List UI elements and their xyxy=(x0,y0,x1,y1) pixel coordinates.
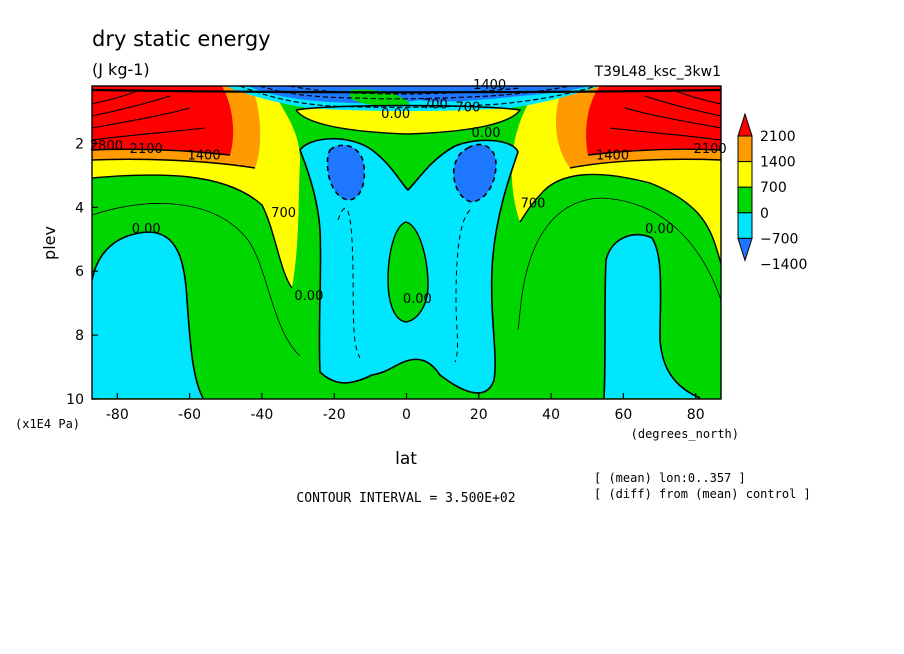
contour-1400-right xyxy=(569,158,721,169)
contour-700-left xyxy=(92,174,293,289)
x-tick-label: 80 xyxy=(687,407,705,423)
contour-top-band xyxy=(92,88,721,94)
contour-neg-dashed-left xyxy=(337,207,361,359)
fill-neg-700-right-pocket xyxy=(453,144,496,202)
y-tick-label: 6 xyxy=(75,264,84,280)
x-tick-label: 20 xyxy=(470,407,488,423)
contour-2100-left xyxy=(92,148,231,156)
x-axis-units: (degrees_north) xyxy=(631,427,739,441)
colorbar-segment xyxy=(737,135,753,163)
contour-2100-right xyxy=(587,148,721,156)
fill-neg-right-lobe xyxy=(604,234,700,398)
chart-units: (J kg-1) xyxy=(92,60,150,79)
contour-350-left xyxy=(92,203,301,357)
contour-label: 0.00 xyxy=(645,222,674,237)
contour-label: 0.00 xyxy=(132,222,161,237)
contour-1400-left xyxy=(92,158,256,169)
chart-title: dry static energy xyxy=(92,27,271,51)
x-tick-label: -80 xyxy=(106,407,129,423)
contour-neg-dashed-right xyxy=(454,209,471,363)
y-axis-units: (x1E4 Pa) xyxy=(15,417,80,431)
x-tick-label: 60 xyxy=(614,407,632,423)
contour-label: 700 xyxy=(423,97,448,112)
colorbar-segment xyxy=(737,212,753,239)
y-tick-label: 4 xyxy=(75,200,84,216)
contour-zero-left xyxy=(92,231,204,399)
contour-zero-right xyxy=(603,233,701,399)
contour-label: 1400 xyxy=(596,148,629,163)
x-tick-label: -40 xyxy=(250,407,273,423)
contour-red-inner-right xyxy=(609,89,721,141)
fill-neg-left-lobe xyxy=(92,232,203,398)
contour-line-layer xyxy=(92,86,721,399)
colorbar-label: 0 xyxy=(760,206,769,222)
y-axis-ticks: 2 4 6 8 10 xyxy=(66,136,98,408)
contour-label: 0.00 xyxy=(381,107,410,122)
colorbar-segment xyxy=(737,161,753,188)
x-axis-label: lat xyxy=(395,449,417,469)
x-axis-ticks: -80 -60 -40 -20 0 20 40 60 80 xyxy=(106,393,705,423)
x-tick-label: 40 xyxy=(542,407,560,423)
contour-fill-layer xyxy=(92,86,721,399)
experiment-label: T39L48_ksc_3kw1 xyxy=(594,64,721,80)
contour-label: 0.00 xyxy=(472,126,501,141)
contour-neg-700-left-pocket xyxy=(326,144,366,201)
contour-red-inner-left xyxy=(92,89,206,141)
fill-2100-right xyxy=(586,86,721,155)
y-tick-label: 2 xyxy=(75,136,84,152)
contour-labels: 0.00 0.00 700 700 1400 1400 2100 2100 2800 0.00 0.… xyxy=(90,78,727,307)
contour-label: 1400 xyxy=(188,148,221,163)
contour-label: 2100 xyxy=(130,142,163,157)
contour-interval-label: CONTOUR INTERVAL = 3.500E+02 xyxy=(296,491,515,506)
contour-label: 2100 xyxy=(694,142,727,157)
colorbar-bottom-arrow xyxy=(737,237,753,263)
fill-neg-700-left-pocket xyxy=(327,145,365,200)
colorbar-label: 2100 xyxy=(760,129,796,145)
colorbar-label: 1400 xyxy=(760,155,796,171)
colorbar-segment xyxy=(737,186,753,214)
contour-zero-core xyxy=(387,221,429,323)
colorbar-label: 700 xyxy=(760,180,787,196)
contour-label: 700 xyxy=(521,196,546,211)
x-tick-label: -60 xyxy=(178,407,201,423)
contour-label: 0.00 xyxy=(403,292,432,307)
contour-zero-equatorial xyxy=(299,137,519,394)
y-axis-label: plev xyxy=(40,226,59,260)
y-tick-label: 10 xyxy=(66,392,84,408)
contour-700-right xyxy=(519,173,721,265)
colorbar: 2100 1400 700 0 −700 −1400 xyxy=(737,112,807,273)
contour-label: 700 xyxy=(271,206,296,221)
contour-upper-wedge xyxy=(295,104,522,135)
fill-equatorial-green-core xyxy=(388,222,428,322)
fill-upper-cap-blue xyxy=(248,86,590,104)
fill-equatorial-green-neck xyxy=(372,147,448,190)
contour-label: 2800 xyxy=(90,139,123,154)
note-diff-control: [ (diff) from (mean) control ] xyxy=(594,487,811,501)
x-tick-label: -20 xyxy=(323,407,346,423)
contour-label: 700 xyxy=(456,101,481,116)
y-tick-label: 8 xyxy=(75,328,84,344)
fill-upper-equatorial-yellow xyxy=(296,105,520,134)
contour-neg-700-right-pocket xyxy=(452,143,497,203)
fill-2100-left xyxy=(92,86,234,155)
x-tick-label: 0 xyxy=(402,407,411,423)
contour-label: 0.00 xyxy=(294,289,323,304)
colorbar-top-arrow xyxy=(737,112,753,137)
contour-350-right xyxy=(517,197,721,331)
colorbar-label: −700 xyxy=(760,231,798,247)
note-mean-lon: [ (mean) lon:0..357 ] xyxy=(594,471,746,485)
colorbar-label: −1400 xyxy=(760,257,807,273)
